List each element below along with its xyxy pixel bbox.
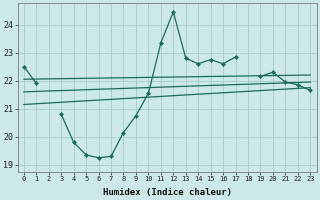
X-axis label: Humidex (Indice chaleur): Humidex (Indice chaleur) (103, 188, 232, 197)
